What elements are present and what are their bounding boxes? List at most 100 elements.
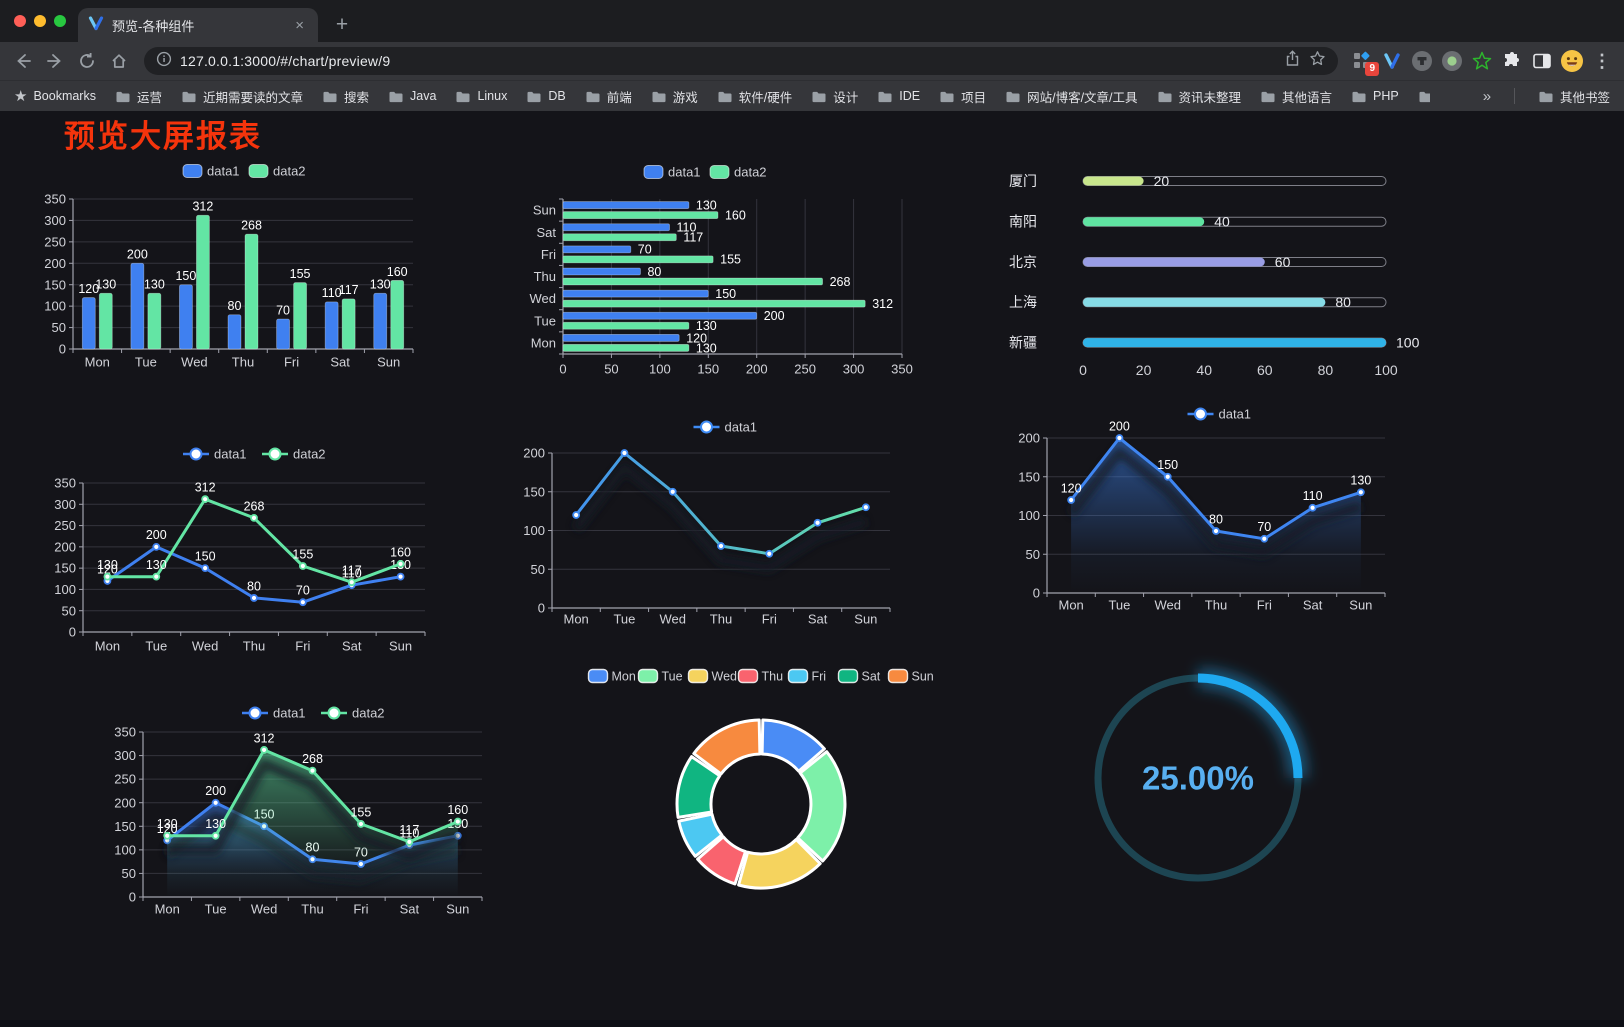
minimize-window-button[interactable] [34, 15, 46, 27]
svg-text:70: 70 [276, 303, 290, 317]
folder-icon [1419, 91, 1430, 102]
bookmark-item[interactable]: 项目 [939, 87, 986, 106]
extension-star-icon[interactable] [1468, 47, 1496, 75]
svg-text:Mon: Mon [1058, 598, 1083, 613]
svg-text:50: 50 [122, 866, 136, 881]
folder-icon [182, 91, 196, 102]
back-button[interactable] [8, 46, 38, 76]
bookmark-star-icon[interactable] [1309, 50, 1326, 72]
svg-text:200: 200 [205, 784, 226, 798]
reload-button[interactable] [72, 46, 102, 76]
svg-text:Sat: Sat [862, 669, 881, 683]
svg-text:Sat: Sat [536, 225, 556, 240]
bookmark-item[interactable]: 软件/硬件 [717, 87, 792, 106]
svg-text:100: 100 [54, 582, 76, 597]
svg-text:150: 150 [1018, 469, 1040, 484]
svg-text:新疆: 新疆 [1009, 335, 1037, 351]
new-tab-button[interactable]: + [335, 13, 349, 36]
svg-text:130: 130 [696, 341, 717, 355]
extensions-puzzle-icon[interactable] [1498, 47, 1526, 75]
forward-button[interactable] [40, 46, 70, 76]
bookmarks-manager[interactable]: ★ Bookmarks [14, 87, 96, 105]
svg-text:155: 155 [720, 253, 741, 267]
bookmark-item[interactable]: Java [388, 89, 436, 103]
site-info-icon[interactable] [156, 51, 172, 72]
svg-text:250: 250 [794, 362, 816, 377]
tab-close-icon[interactable]: × [295, 16, 304, 34]
close-window-button[interactable] [14, 15, 26, 27]
home-button[interactable] [104, 46, 134, 76]
extension-grid-icon[interactable]: 9 [1348, 47, 1379, 76]
svg-text:117: 117 [683, 231, 703, 245]
svg-text:150: 150 [1157, 458, 1178, 472]
browser-tab[interactable]: 预览-各种组件 × [78, 8, 318, 42]
folder-icon [389, 91, 403, 102]
svg-text:Thu: Thu [1205, 598, 1227, 613]
extension-v-icon[interactable] [1378, 47, 1406, 75]
donut: Mon Tue Wed Thu Fri Sat Sun [587, 668, 934, 890]
svg-text:0: 0 [59, 342, 66, 357]
svg-text:Tue: Tue [1108, 598, 1130, 613]
bookmark-item[interactable]: DB [526, 89, 566, 103]
svg-text:40: 40 [1214, 214, 1230, 230]
svg-text:data1: data1 [207, 164, 240, 179]
svg-text:130: 130 [95, 278, 116, 292]
svg-text:200: 200 [114, 795, 136, 810]
svg-text:Sat: Sat [1303, 598, 1323, 613]
folder-icon [527, 91, 541, 102]
bookmark-item[interactable]: 运营 [115, 87, 162, 106]
bookmark-item[interactable]: 游戏 [651, 87, 698, 106]
bookmark-item[interactable]: IDE [877, 89, 920, 103]
bookmark-item[interactable]: 其他语言 [1260, 87, 1332, 106]
site-favicon-icon [88, 15, 104, 36]
bookmarks-overflow-chevron[interactable]: » [1482, 87, 1492, 105]
extension-recorder-icon[interactable] [1438, 47, 1466, 75]
browser-menu-icon[interactable]: ⋮ [1593, 50, 1611, 71]
svg-text:70: 70 [296, 584, 310, 598]
svg-text:155: 155 [350, 805, 371, 819]
svg-text:data2: data2 [293, 447, 326, 462]
svg-text:50: 50 [52, 320, 66, 335]
svg-text:data1: data1 [725, 420, 758, 435]
side-panel-icon[interactable] [1528, 47, 1556, 75]
maximize-window-button[interactable] [54, 15, 66, 27]
svg-text:70: 70 [1257, 520, 1271, 534]
svg-text:130: 130 [146, 558, 167, 572]
bookmark-item[interactable]: 资讯未整理 [1157, 87, 1241, 106]
svg-text:80: 80 [228, 299, 242, 313]
svg-text:160: 160 [390, 545, 411, 559]
svg-text:上海: 上海 [1009, 294, 1037, 310]
svg-text:100: 100 [1396, 335, 1420, 351]
svg-text:300: 300 [843, 362, 865, 377]
bookmark-item[interactable]: Linux [455, 89, 507, 103]
svg-text:312: 312 [195, 481, 216, 495]
profile-avatar[interactable] [1558, 47, 1586, 75]
svg-text:268: 268 [830, 275, 851, 289]
svg-text:Sun: Sun [854, 612, 877, 627]
other-bookmarks-folder[interactable]: 其他书签 [1538, 87, 1610, 106]
bookmark-item[interactable]: 前端 [585, 87, 632, 106]
bookmark-item[interactable]: 文件服务器 [1418, 87, 1430, 106]
charts-canvas[interactable]: 0 50 100 150 200 250 300 350 Mon Tue Wed Thu Fri Sat S… [0, 111, 1624, 1027]
svg-text:350: 350 [891, 362, 913, 377]
bookmark-item[interactable]: 网站/博客/文章/工具 [1005, 87, 1138, 106]
url-text[interactable]: 127.0.0.1:3000/#/chart/preview/9 [180, 53, 391, 69]
extension-monkey-icon[interactable] [1408, 47, 1436, 75]
svg-text:50: 50 [1026, 547, 1040, 562]
svg-text:100: 100 [114, 842, 136, 857]
address-bar[interactable]: 127.0.0.1:3000/#/chart/preview/9 [144, 47, 1338, 75]
bookmark-item[interactable]: 近期需要读的文章 [181, 87, 303, 106]
bookmark-item[interactable]: 设计 [811, 87, 858, 106]
line-two-series: 0 50 100 150 200 250 300 350 Mon Tue Wed Thu Fri Sat S… [54, 447, 426, 654]
svg-text:200: 200 [54, 539, 76, 554]
bookmark-item[interactable]: 搜索 [322, 87, 369, 106]
svg-text:Thu: Thu [710, 612, 732, 627]
svg-text:110: 110 [399, 827, 419, 841]
svg-text:200: 200 [764, 309, 785, 323]
svg-text:60: 60 [1257, 362, 1273, 378]
svg-text:250: 250 [54, 518, 76, 533]
share-icon[interactable] [1284, 50, 1301, 72]
svg-text:100: 100 [1018, 508, 1040, 523]
svg-text:Mon: Mon [612, 669, 636, 683]
bookmark-item[interactable]: PHP [1351, 89, 1399, 103]
